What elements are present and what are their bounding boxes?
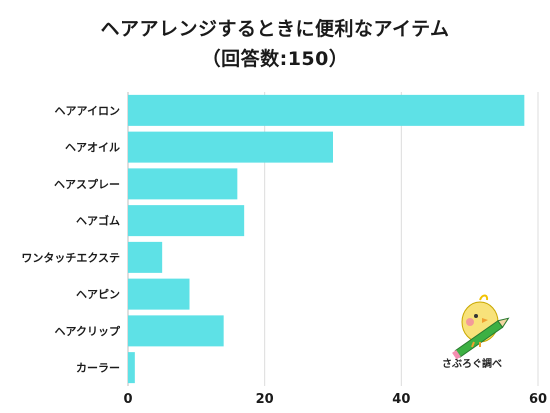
category-label: ヘアスプレー	[54, 177, 120, 191]
category-label: ヘアオイル	[65, 141, 120, 154]
category-label: ヘアアイロン	[55, 104, 120, 117]
category-label: ワンタッチエクステ	[21, 251, 120, 264]
bar	[128, 168, 238, 200]
bar	[128, 241, 163, 273]
category-label: ヘアクリップ	[55, 324, 121, 338]
category-label: ヘアピン	[76, 288, 120, 301]
bar	[128, 131, 333, 163]
x-tick-label: 20	[256, 392, 274, 407]
bar	[128, 278, 190, 310]
bar	[128, 315, 224, 347]
chart-subtitle: （回答数:150）	[201, 48, 349, 70]
bar	[128, 94, 525, 126]
category-label: ヘアゴム	[76, 214, 120, 228]
x-tick-label: 0	[123, 392, 132, 407]
survey-credit-label: さぶろぐ調べ	[442, 359, 502, 370]
bar	[128, 205, 245, 237]
category-label: カーラー	[76, 362, 120, 375]
x-tick-label: 60	[529, 392, 547, 407]
chart-title: ヘアアレンジするときに便利なアイテム	[100, 18, 450, 40]
x-tick-label: 40	[392, 392, 410, 407]
bar	[128, 352, 135, 384]
bird-mascot-icon	[452, 294, 510, 360]
